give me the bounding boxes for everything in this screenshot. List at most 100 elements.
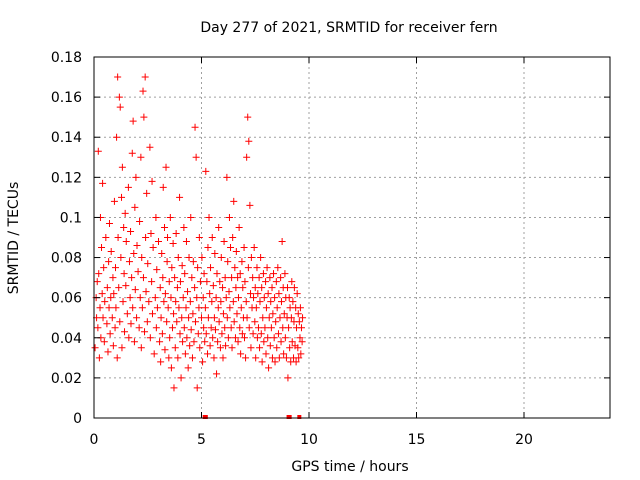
data-point [146, 143, 154, 151]
data-point [226, 304, 234, 312]
data-point [96, 304, 104, 312]
zero-value-mark [287, 415, 292, 419]
data-point [146, 334, 154, 342]
data-point [196, 278, 204, 286]
data-point [273, 304, 281, 312]
data-point [267, 324, 275, 332]
data-point [100, 264, 108, 272]
data-point [280, 350, 288, 358]
data-point [200, 324, 208, 332]
data-point [242, 298, 250, 306]
data-point [267, 298, 275, 306]
y-tick-labels: 0 0.02 0.04 0.06 0.08 0.1 0.12 0.14 0.16 0.18 [51, 50, 82, 427]
y-tick-label: 0.06 [51, 291, 82, 307]
data-point [254, 290, 262, 298]
data-point [281, 334, 289, 342]
data-point [224, 258, 232, 266]
data-point [237, 304, 245, 312]
data-point [266, 342, 274, 350]
data-point [103, 320, 111, 328]
data-point [202, 167, 210, 175]
data-point [262, 350, 270, 358]
data-point [127, 227, 135, 235]
data-point [188, 354, 196, 362]
data-point [131, 203, 139, 211]
data-point [141, 73, 149, 81]
grid-lines [94, 57, 610, 418]
data-point [185, 254, 193, 262]
data-point [115, 93, 123, 101]
data-point [235, 223, 243, 231]
data-point [105, 219, 113, 227]
data-point [194, 330, 202, 338]
data-point [176, 278, 184, 286]
data-point [207, 324, 215, 332]
data-point [264, 290, 272, 298]
data-point [167, 364, 175, 372]
data-point [204, 244, 212, 252]
data-point [230, 318, 238, 326]
data-point [250, 294, 258, 302]
data-point [189, 310, 197, 318]
data-point [153, 304, 161, 312]
y-tick-label: 0.08 [51, 251, 82, 267]
data-point [139, 87, 147, 95]
data-point [233, 310, 241, 318]
data-point [137, 344, 145, 352]
data-point [294, 310, 302, 318]
data-point [129, 117, 137, 125]
data-point [130, 250, 138, 258]
data-point [242, 354, 250, 362]
data-point [190, 338, 198, 346]
data-point [285, 294, 293, 302]
y-tick-label: 0.04 [51, 331, 82, 347]
data-point [208, 234, 216, 241]
data-point [149, 244, 157, 252]
data-point [121, 209, 129, 217]
data-point [290, 284, 298, 292]
data-point [217, 254, 225, 262]
data-point [292, 358, 300, 366]
data-point [180, 223, 188, 231]
data-point [227, 244, 235, 252]
data-point [208, 298, 216, 306]
data-point [105, 258, 113, 266]
data-point [110, 290, 118, 298]
data-point [176, 330, 184, 338]
data-point [179, 338, 187, 346]
data-point [121, 328, 129, 336]
data-point [112, 304, 120, 312]
data-point [214, 338, 222, 346]
data-point [227, 324, 235, 332]
data-point [128, 149, 136, 157]
data-point [181, 350, 189, 358]
data-point [230, 197, 238, 205]
data-point [225, 288, 233, 296]
data-point [196, 344, 204, 352]
data-point [186, 342, 194, 350]
data-point [288, 338, 296, 346]
data-point [147, 229, 155, 237]
data-point [163, 318, 171, 326]
data-point [234, 338, 242, 346]
data-point [105, 304, 113, 312]
data-point [109, 274, 117, 282]
data-point [211, 250, 219, 258]
data-point [194, 264, 202, 272]
data-point [256, 344, 264, 352]
data-point [281, 270, 289, 278]
data-point [273, 344, 281, 352]
data-point [174, 254, 182, 262]
data-point [253, 334, 261, 342]
data-point [133, 314, 141, 322]
data-point [277, 338, 285, 346]
data-point [221, 324, 229, 332]
plot-frame [93, 56, 611, 419]
y-tick-label: 0.18 [51, 50, 82, 66]
data-point [136, 217, 144, 225]
data-point [101, 298, 109, 306]
data-points [91, 73, 307, 392]
data-point [170, 384, 178, 392]
data-point [133, 242, 141, 250]
